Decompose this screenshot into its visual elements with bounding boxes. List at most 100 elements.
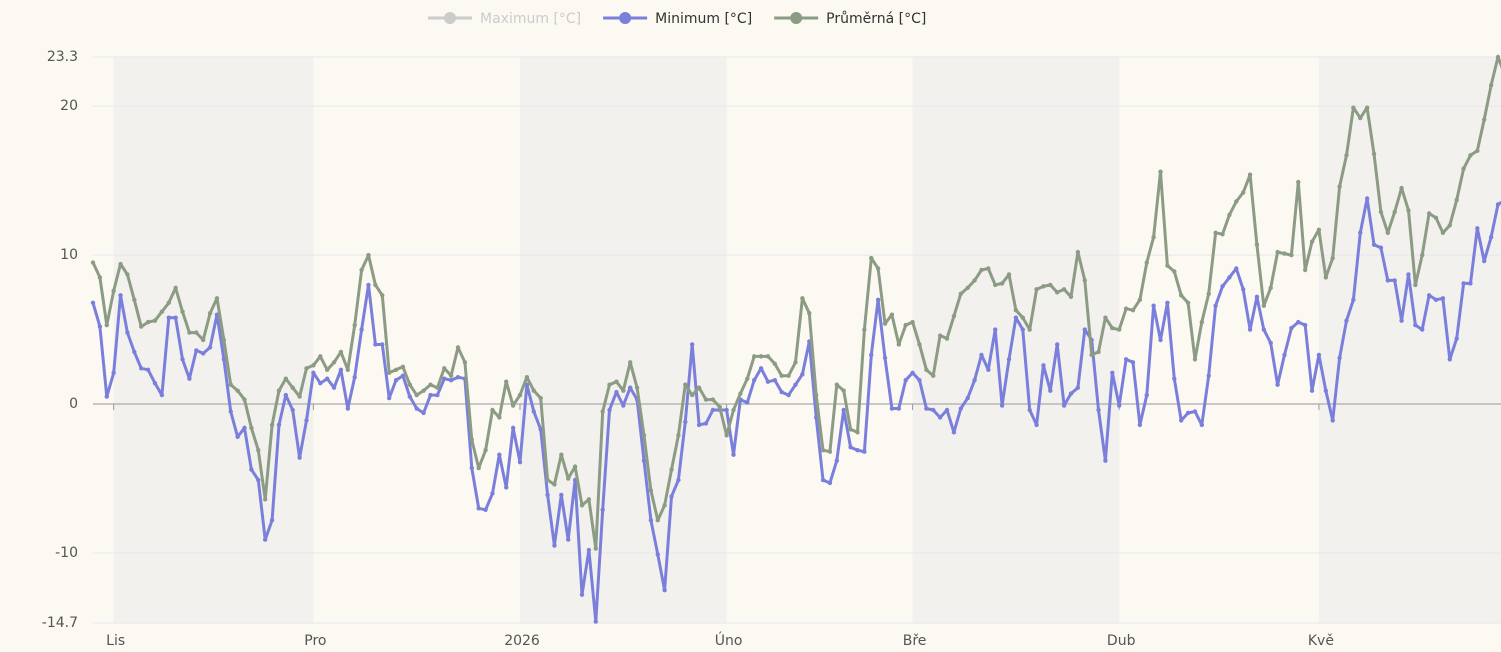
point	[497, 452, 502, 457]
point	[1316, 227, 1322, 232]
point	[593, 619, 598, 624]
point	[1413, 282, 1418, 288]
point	[1103, 458, 1108, 463]
point	[999, 281, 1005, 286]
point	[834, 382, 840, 387]
point	[1006, 357, 1012, 362]
point	[152, 380, 158, 386]
point	[407, 394, 413, 399]
point	[352, 375, 357, 380]
point	[1151, 303, 1156, 308]
legend-item[interactable]: Maximum [°C]	[428, 11, 581, 27]
point	[207, 310, 213, 316]
point	[455, 345, 461, 350]
point	[1296, 179, 1301, 185]
point	[242, 425, 247, 431]
point	[228, 382, 233, 387]
point	[393, 367, 399, 372]
point	[269, 518, 275, 523]
point	[221, 337, 227, 343]
point	[469, 437, 474, 442]
point	[1220, 284, 1225, 289]
point	[545, 492, 550, 498]
point	[1068, 391, 1074, 396]
month-band	[520, 57, 727, 623]
point	[311, 370, 316, 375]
point	[1048, 388, 1053, 393]
point	[269, 422, 275, 428]
point	[1254, 294, 1260, 300]
point	[318, 354, 323, 359]
x-tick-label: Pro	[304, 633, 326, 649]
point	[132, 349, 137, 355]
point	[910, 319, 915, 325]
point	[1234, 199, 1239, 204]
point	[97, 275, 103, 280]
point	[524, 375, 530, 380]
point	[421, 388, 426, 393]
point	[283, 392, 289, 398]
point	[1103, 315, 1108, 320]
point	[194, 330, 199, 335]
point	[180, 357, 185, 362]
point	[1075, 385, 1081, 390]
point	[869, 352, 874, 358]
point	[1358, 115, 1363, 121]
point	[338, 367, 344, 372]
point	[1192, 409, 1198, 414]
point	[1371, 242, 1377, 247]
point	[593, 546, 598, 551]
point	[848, 427, 853, 432]
point	[1316, 352, 1322, 358]
point	[1158, 337, 1163, 343]
point	[1055, 290, 1060, 295]
point	[214, 296, 220, 301]
point	[600, 507, 605, 512]
point	[1172, 269, 1177, 274]
point	[731, 452, 736, 457]
point	[304, 366, 309, 371]
point	[703, 397, 709, 402]
point	[1440, 230, 1446, 235]
point	[559, 452, 564, 457]
point	[614, 389, 619, 395]
legend: Maximum [°C] Minimum [°C] Průměrná [°C]	[428, 11, 926, 27]
point	[841, 407, 846, 413]
point	[1172, 376, 1177, 381]
point	[676, 433, 681, 438]
point	[579, 592, 585, 597]
point	[1034, 287, 1039, 292]
point	[538, 395, 543, 401]
point	[228, 409, 233, 414]
point	[979, 267, 984, 273]
point	[951, 430, 957, 435]
point	[249, 467, 254, 472]
point	[628, 385, 633, 390]
point	[1261, 303, 1267, 308]
point	[993, 327, 998, 332]
legend-dot	[444, 12, 456, 24]
point	[1206, 373, 1211, 378]
legend-item[interactable]: Průměrná [°C]	[774, 11, 926, 27]
point	[1247, 327, 1253, 332]
point	[662, 503, 667, 508]
point	[1075, 249, 1081, 255]
point	[345, 367, 351, 372]
point	[944, 336, 950, 341]
point	[262, 537, 268, 542]
x-tick-label: Úno	[715, 631, 743, 649]
legend-item[interactable]: Minimum [°C]	[603, 11, 752, 27]
y-tick-label: 23.3	[47, 49, 78, 65]
point	[1013, 308, 1019, 313]
point	[889, 312, 895, 317]
point	[373, 282, 378, 288]
point	[104, 394, 109, 399]
point	[111, 370, 116, 375]
point	[944, 407, 950, 413]
point	[159, 392, 165, 398]
point	[1130, 360, 1136, 365]
point	[1227, 212, 1232, 218]
point	[1110, 325, 1115, 331]
point	[820, 448, 826, 453]
